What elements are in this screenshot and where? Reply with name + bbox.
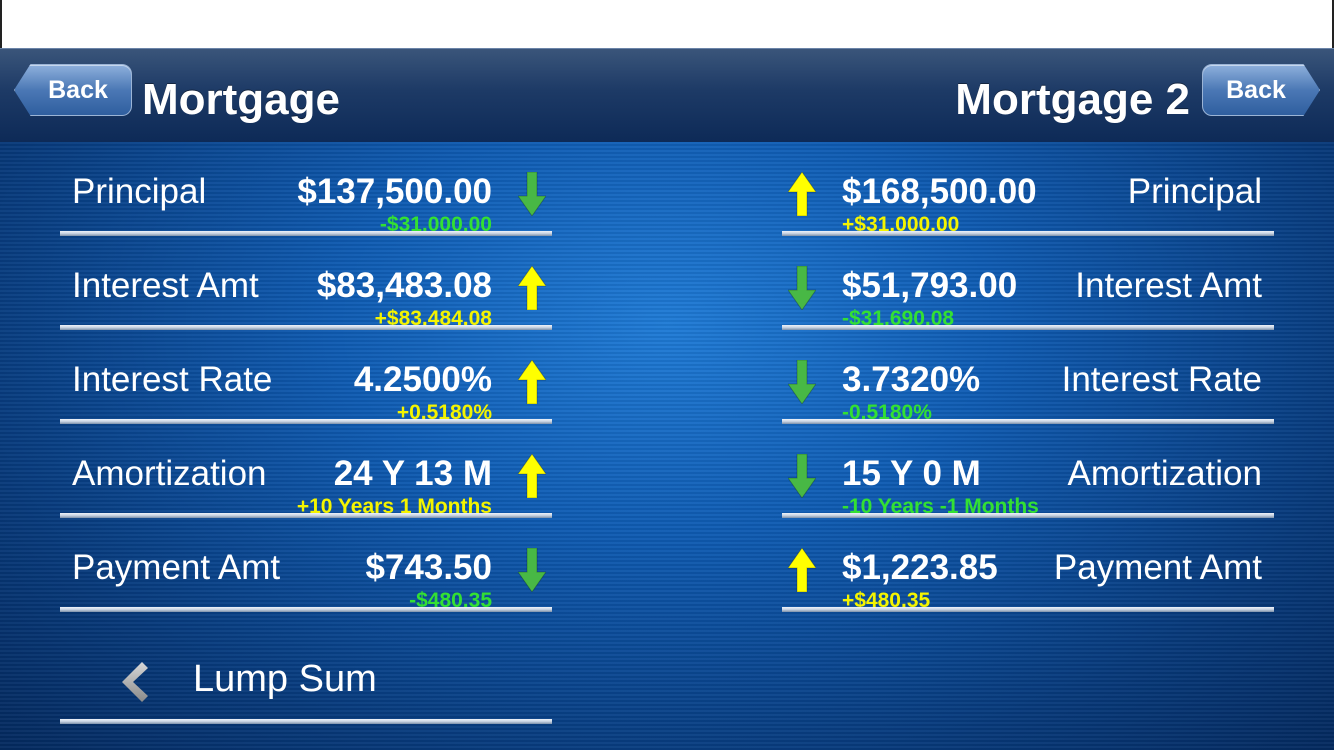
arrow-up-icon — [787, 171, 817, 217]
row-separator — [782, 607, 1274, 612]
row-separator — [782, 419, 1274, 424]
row-separator — [60, 231, 552, 236]
status-bar — [0, 0, 1334, 48]
right-row-principal[interactable]: Principal $168,500.00 +$31,000.00 — [782, 142, 1274, 236]
right-row-interest-rate[interactable]: Interest Rate 3.7320% -0.5180% — [782, 330, 1274, 424]
row-value: $743.50 — [365, 548, 492, 587]
row-value: $137,500.00 — [297, 172, 492, 211]
row-delta: -$480.35 — [409, 589, 492, 612]
row-separator — [782, 325, 1274, 330]
row-label: Payment Amt — [1053, 548, 1262, 587]
row-separator — [60, 325, 552, 330]
lump-sum-label: Lump Sum — [193, 658, 377, 700]
arrow-down-icon — [517, 171, 547, 217]
row-separator — [60, 607, 552, 612]
arrow-down-icon — [787, 265, 817, 311]
row-delta: +$83,484.08 — [374, 307, 492, 330]
row-value: 24 Y 13 M — [333, 454, 492, 493]
right-back-button[interactable]: Back — [1202, 64, 1320, 116]
row-value: $168,500.00 — [842, 172, 1037, 211]
row-delta: -10 Years -1 Months — [842, 495, 1039, 518]
row-value: $51,793.00 — [842, 266, 1018, 305]
row-label: Amortization — [72, 454, 267, 493]
row-label: Principal — [72, 172, 207, 211]
nav-bar: Back Mortgage Mortgage 2 Back — [0, 48, 1334, 142]
row-value: 3.7320% — [842, 360, 981, 399]
row-value: $83,483.08 — [316, 266, 492, 305]
row-label: Interest Amt — [72, 266, 259, 305]
arrow-down-icon — [517, 547, 547, 593]
arrow-down-icon — [787, 453, 817, 499]
left-row-interest-amt[interactable]: Interest Amt $83,483.08 +$83,484.08 — [60, 236, 552, 330]
row-delta: +0.5180% — [396, 401, 492, 424]
row-value: 4.2500% — [353, 360, 492, 399]
row-delta: -$31,690.08 — [842, 307, 955, 330]
right-row-amortization[interactable]: Amortization 15 Y 0 M -10 Years -1 Months — [782, 424, 1274, 518]
row-label: Principal — [1127, 172, 1262, 211]
left-row-principal[interactable]: Principal $137,500.00 -$31,000.00 — [60, 142, 552, 236]
row-separator — [782, 513, 1274, 518]
row-delta: -0.5180% — [842, 401, 932, 424]
right-row-payment-amt[interactable]: Payment Amt $1,223.85 +$480.35 — [782, 518, 1274, 612]
row-separator — [60, 419, 552, 424]
row-delta: -$31,000.00 — [379, 213, 492, 236]
left-row-amortization[interactable]: Amortization 24 Y 13 M +10 Years 1 Months — [60, 424, 552, 518]
row-label: Interest Rate — [1061, 360, 1262, 399]
left-row-interest-rate[interactable]: Interest Rate 4.2500% +0.5180% — [60, 330, 552, 424]
right-row-interest-amt[interactable]: Interest Amt $51,793.00 -$31,690.08 — [782, 236, 1274, 330]
row-label: Interest Amt — [1075, 266, 1262, 305]
row-delta: +10 Years 1 Months — [296, 495, 492, 518]
arrow-up-icon — [517, 453, 547, 499]
arrow-down-icon — [787, 359, 817, 405]
row-label: Payment Amt — [72, 548, 281, 587]
arrow-up-icon — [517, 265, 547, 311]
left-row-payment-amt[interactable]: Payment Amt $743.50 -$480.35 — [60, 518, 552, 612]
chevron-left-icon — [122, 662, 148, 702]
left-title: Mortgage — [142, 75, 340, 124]
row-delta: +$480.35 — [842, 589, 931, 612]
right-title: Mortgage 2 — [955, 75, 1190, 124]
row-separator — [782, 231, 1274, 236]
lump-sum-row[interactable]: Lump Sum — [60, 640, 552, 724]
arrow-up-icon — [787, 547, 817, 593]
row-separator — [60, 513, 552, 518]
row-separator — [60, 719, 552, 724]
row-value: $1,223.85 — [842, 548, 998, 587]
left-back-button[interactable]: Back — [14, 64, 132, 116]
row-value: 15 Y 0 M — [842, 454, 981, 493]
arrow-up-icon — [517, 359, 547, 405]
row-label: Interest Rate — [72, 360, 273, 399]
row-delta: +$31,000.00 — [842, 213, 960, 236]
comparison-panel: Principal $137,500.00 -$31,000.00 Interest … — [0, 142, 1334, 750]
row-label: Amortization — [1067, 454, 1262, 493]
